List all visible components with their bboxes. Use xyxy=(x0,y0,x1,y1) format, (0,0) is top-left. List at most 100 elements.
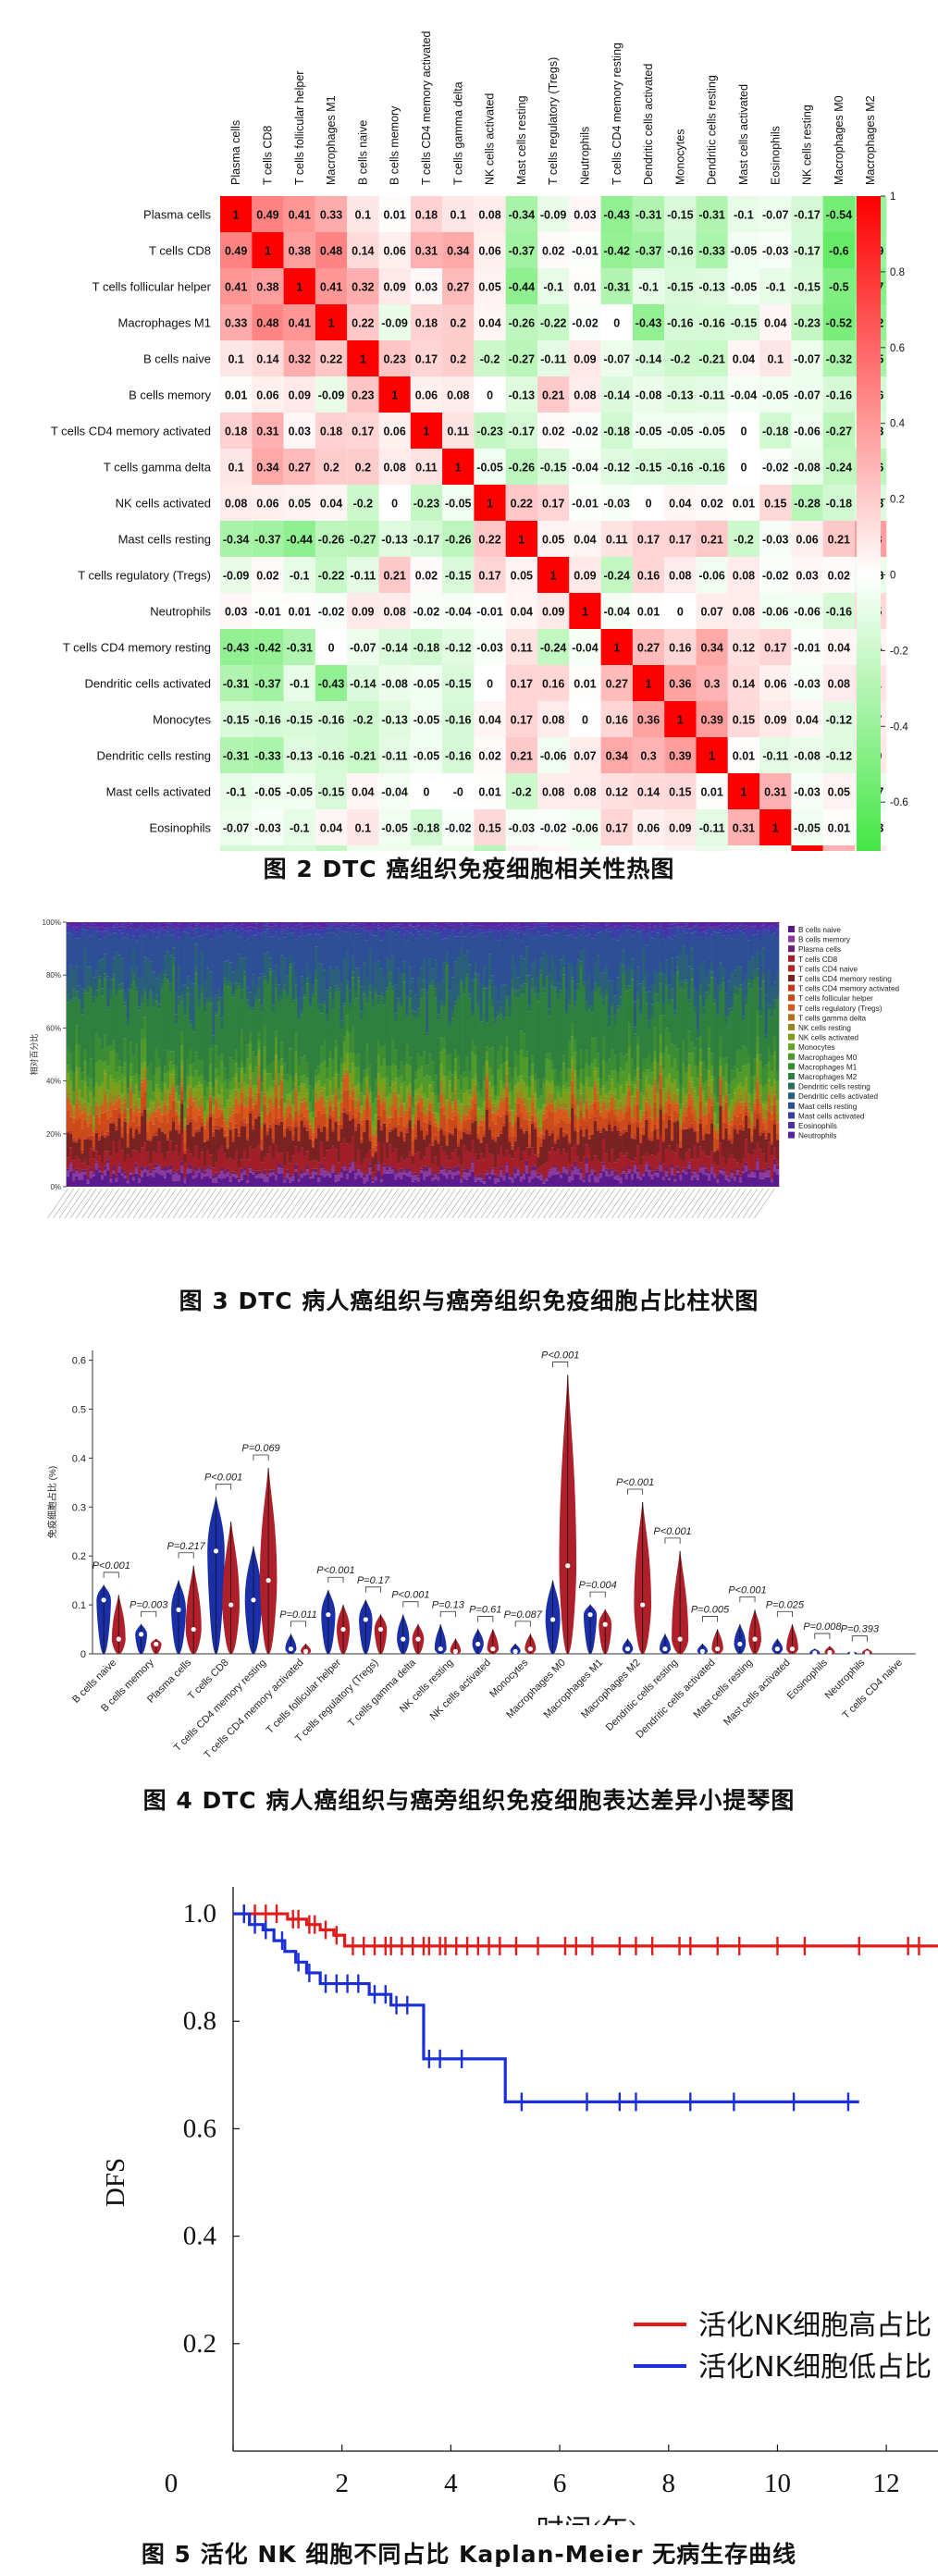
stack-segment xyxy=(402,928,406,935)
stack-segment xyxy=(260,1139,264,1149)
heatmap-cell xyxy=(600,629,633,665)
stack-segment xyxy=(602,999,606,1006)
heatmap-cell-value: 0.21 xyxy=(542,389,564,402)
stack-segment xyxy=(608,1169,611,1175)
stack-segment xyxy=(317,1003,321,1010)
stack-segment xyxy=(280,1075,284,1080)
heatmap-cell-value: 0.04 xyxy=(796,714,818,727)
stack-segment xyxy=(568,1091,572,1109)
stack-segment xyxy=(611,1109,614,1128)
stack-segment xyxy=(314,970,318,980)
stack-segment xyxy=(314,1174,318,1187)
stack-segment xyxy=(240,1082,244,1090)
stack-segment xyxy=(391,1040,395,1065)
heatmap-cell-value: -0.34 xyxy=(509,209,536,222)
stack-segment xyxy=(94,1161,99,1164)
stack-segment xyxy=(97,1172,102,1187)
stack-segment xyxy=(519,955,524,986)
stack-segment xyxy=(482,1103,487,1115)
stack-segment xyxy=(131,981,136,1056)
stack-segment xyxy=(186,1173,190,1187)
heatmap-cell xyxy=(569,521,601,557)
heatmap-cell xyxy=(822,376,855,413)
stack-segment xyxy=(212,931,216,939)
heatmap-cell xyxy=(474,268,506,304)
heatmap-cell-value: 0.22 xyxy=(478,534,500,547)
stack-segment xyxy=(599,985,603,995)
stack-segment xyxy=(479,932,483,984)
heatmap-cell xyxy=(315,557,348,593)
stack-segment xyxy=(339,931,344,983)
stack-segment xyxy=(228,1181,232,1187)
stack-segment xyxy=(283,1137,287,1166)
stack-segment xyxy=(428,1085,432,1101)
stack-segment xyxy=(565,1082,569,1090)
stack-segment xyxy=(550,1080,554,1085)
stack-segment xyxy=(271,926,276,929)
stack-segment xyxy=(189,923,192,928)
stack-segment xyxy=(246,931,250,939)
stack-segment xyxy=(320,1013,324,1047)
stack-segment xyxy=(215,1125,218,1129)
stack-segment xyxy=(131,1173,136,1177)
heatmap-cell-value: -0.03 xyxy=(509,822,536,835)
stack-segment xyxy=(357,1054,361,1067)
stack-segment xyxy=(277,1061,281,1074)
heatmap-cell-value: 0.05 xyxy=(542,534,564,547)
heatmap-cell xyxy=(410,340,443,376)
stack-segment xyxy=(553,1167,558,1175)
stack-segment xyxy=(69,1084,73,1101)
stack-segment xyxy=(445,922,450,924)
heatmap-cell-value: -0.05 xyxy=(413,678,440,691)
stack-segment xyxy=(200,1074,204,1085)
stack-segment xyxy=(448,935,452,991)
stack-segment xyxy=(516,1076,521,1083)
stack-segment xyxy=(471,1097,475,1100)
stack-segment xyxy=(200,925,204,929)
stack-segment xyxy=(203,1174,207,1177)
stack-segment xyxy=(178,996,181,1005)
stack-segment xyxy=(574,1098,577,1101)
stack-segment xyxy=(234,1112,239,1124)
stack-segment xyxy=(608,1174,611,1177)
stack-segment xyxy=(86,930,90,937)
stack-segment xyxy=(527,926,532,930)
stack-segment xyxy=(326,1150,329,1172)
stack-segment xyxy=(323,1157,327,1169)
stack-segment xyxy=(328,1107,332,1115)
heatmap-cell-value: 0.08 xyxy=(542,786,564,799)
stack-segment xyxy=(189,1020,192,1025)
stack-segment xyxy=(131,923,136,929)
stack-segment xyxy=(582,981,586,987)
stack-segment xyxy=(123,1102,127,1109)
stack-segment xyxy=(465,1119,469,1129)
stack-segment xyxy=(593,927,598,935)
stack-segment xyxy=(228,922,232,926)
stack-segment xyxy=(115,995,118,1054)
stack-segment xyxy=(271,1138,276,1143)
stack-segment xyxy=(460,1137,463,1140)
heatmap-cell xyxy=(220,557,253,593)
stack-segment xyxy=(83,1061,87,1082)
stack-segment xyxy=(260,1091,264,1113)
heatmap-cell xyxy=(505,809,537,845)
stack-segment xyxy=(154,1098,158,1110)
heatmap-col-label: NK cells resting xyxy=(801,105,814,185)
stack-segment xyxy=(428,927,432,932)
heatmap-cell xyxy=(505,376,537,413)
stack-segment xyxy=(131,974,136,982)
stack-segment xyxy=(189,1172,192,1187)
stack-segment xyxy=(534,1107,537,1115)
stack-segment xyxy=(314,923,318,926)
stack-segment xyxy=(593,1176,598,1183)
stack-segment xyxy=(123,1062,127,1078)
heatmap-cell-value: -0.16 xyxy=(826,606,853,619)
stack-segment xyxy=(160,989,165,1082)
heatmap-cell xyxy=(600,268,633,304)
stack-segment xyxy=(314,1092,318,1103)
stack-segment xyxy=(450,1010,455,1018)
stack-segment xyxy=(505,996,509,1001)
stack-segment xyxy=(94,1033,99,1063)
stack-segment xyxy=(80,929,84,989)
stack-segment xyxy=(191,930,195,938)
